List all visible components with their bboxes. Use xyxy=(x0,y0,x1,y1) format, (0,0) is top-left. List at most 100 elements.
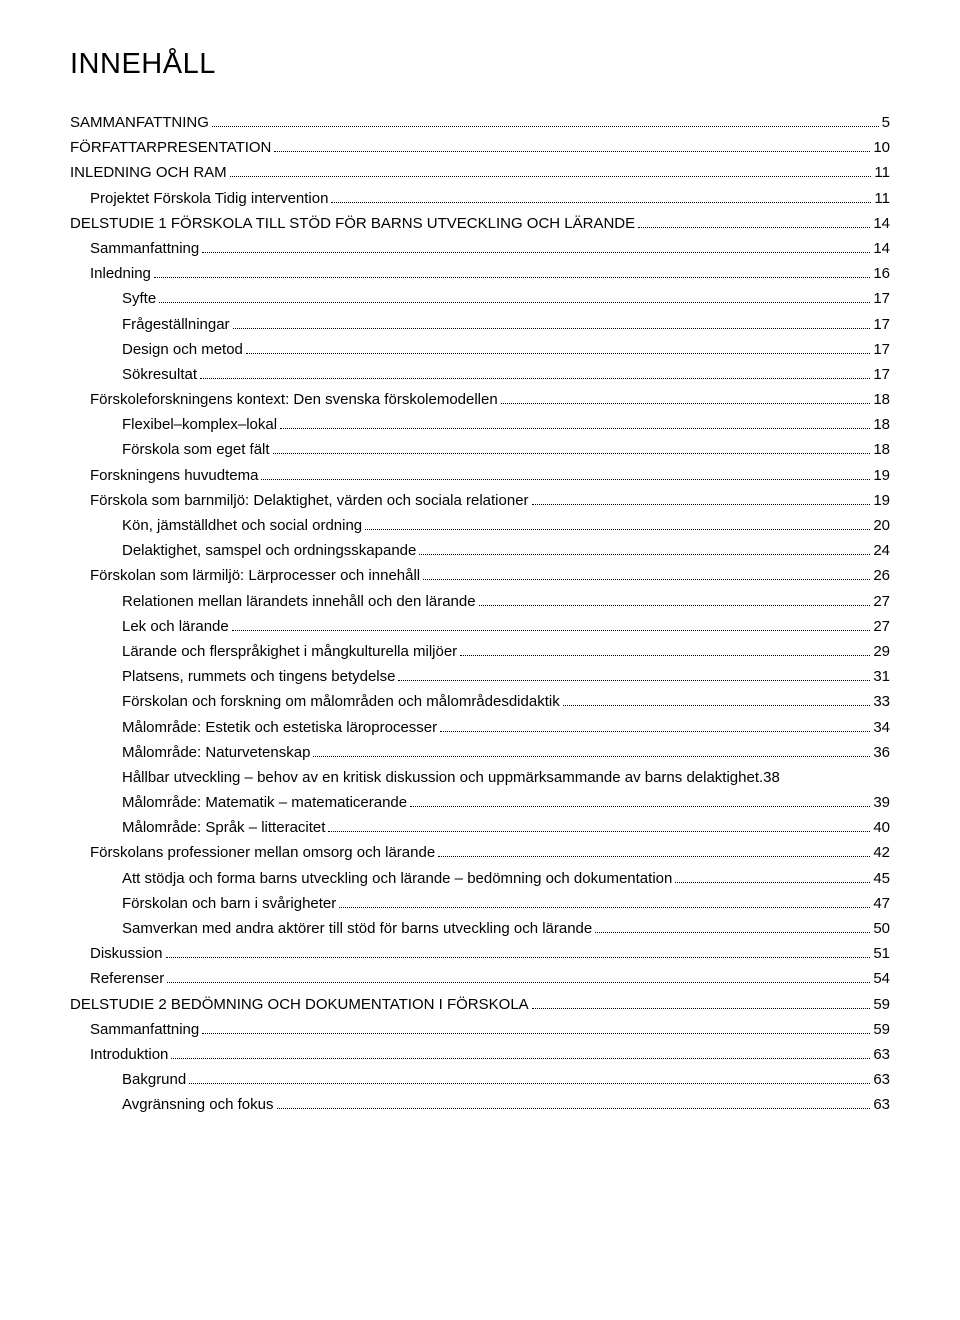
toc-page-number: 42 xyxy=(873,845,890,860)
toc-label: Målområde: Naturvetenskap xyxy=(122,745,310,760)
toc-page-number: 17 xyxy=(873,291,890,306)
toc-label: Sökresultat xyxy=(122,367,197,382)
toc-row: Att stödja och forma barns utveckling oc… xyxy=(70,871,890,886)
toc-dot-leader xyxy=(189,1083,870,1084)
toc-label: Förskolan och barn i svårigheter xyxy=(122,896,336,911)
toc-row: Lek och lärande27 xyxy=(70,619,890,634)
toc-label: Syfte xyxy=(122,291,156,306)
toc-page-number: 17 xyxy=(873,367,890,382)
toc-page-number: 38 xyxy=(763,770,780,785)
toc-dot-leader xyxy=(331,202,871,203)
toc-label: Forskningens huvudtema xyxy=(90,468,258,483)
toc-dot-leader xyxy=(365,529,870,530)
toc-dot-leader xyxy=(166,957,871,958)
toc-row: Syfte 17 xyxy=(70,291,890,306)
toc-page-number: 47 xyxy=(873,896,890,911)
toc-label: Sammanfattning xyxy=(90,241,199,256)
toc-row: Avgränsning och fokus 63 xyxy=(70,1097,890,1112)
toc-label: Förskola som eget fält xyxy=(122,442,270,457)
toc-page-number: 63 xyxy=(873,1072,890,1087)
toc-page-number: 51 xyxy=(873,946,890,961)
toc-dot-leader xyxy=(202,252,870,253)
toc-row: Förskolan som lärmiljö: Lärprocesser och… xyxy=(70,568,890,583)
toc-row: Sammanfattning59 xyxy=(70,1022,890,1037)
toc-label: FÖRFATTARPRESENTATION xyxy=(70,140,271,155)
toc-row: Målområde: Matematik – matematicerande39 xyxy=(70,795,890,810)
toc-dot-leader xyxy=(410,806,870,807)
toc-page-number: 50 xyxy=(873,921,890,936)
toc-page-number: 5 xyxy=(882,115,890,130)
toc-row: Kön, jämställdhet och social ordning20 xyxy=(70,518,890,533)
toc-label: Förskolan som lärmiljö: Lärprocesser och… xyxy=(90,568,420,583)
toc-dot-leader xyxy=(233,328,871,329)
toc-dot-leader xyxy=(440,731,870,732)
toc-label: Design och metod xyxy=(122,342,243,357)
toc-label: Hållbar utveckling – behov av en kritisk… xyxy=(122,770,759,785)
toc-row: Relationen mellan lärandets innehåll och… xyxy=(70,594,890,609)
toc-page-number: 34 xyxy=(873,720,890,735)
toc-dot-leader xyxy=(479,605,871,606)
toc-dot-leader xyxy=(328,831,870,832)
toc-label: INLEDNING OCH RAM xyxy=(70,165,227,180)
toc-page-number: 18 xyxy=(873,392,890,407)
toc-row: Målområde: Estetik och estetiska läropro… xyxy=(70,720,890,735)
toc-dot-leader xyxy=(460,655,870,656)
toc-label: Samverkan med andra aktörer till stöd fö… xyxy=(122,921,592,936)
toc-page-number: 10 xyxy=(873,140,890,155)
toc-dot-leader xyxy=(313,756,870,757)
toc-row: Förskola som eget fält 18 xyxy=(70,442,890,457)
toc-label: Förskolans professioner mellan omsorg oc… xyxy=(90,845,435,860)
toc-page-number: 11 xyxy=(874,191,890,206)
toc-row: Hållbar utveckling – behov av en kritisk… xyxy=(70,770,890,785)
toc-page-number: 11 xyxy=(874,165,890,180)
toc-row: Introduktion63 xyxy=(70,1047,890,1062)
toc-page-number: 63 xyxy=(873,1097,890,1112)
toc-label: Förskolan och forskning om målområden oc… xyxy=(122,694,560,709)
toc-label: Projektet Förskola Tidig intervention xyxy=(90,191,328,206)
toc-label: Kön, jämställdhet och social ordning xyxy=(122,518,362,533)
toc-page-number: 17 xyxy=(873,342,890,357)
toc-label: Lärande och flerspråkighet i mångkulture… xyxy=(122,644,457,659)
toc-dot-leader xyxy=(398,680,870,681)
toc-page-number: 14 xyxy=(873,216,890,231)
toc-page-number: 36 xyxy=(873,745,890,760)
toc-label: Frågeställningar xyxy=(122,317,230,332)
toc-dot-leader xyxy=(212,126,879,127)
toc-label: Diskussion xyxy=(90,946,163,961)
toc-page-number: 31 xyxy=(873,669,890,684)
toc-row: Forskningens huvudtema19 xyxy=(70,468,890,483)
toc-dot-leader xyxy=(438,856,870,857)
toc-page-number: 18 xyxy=(873,417,890,432)
toc-row: Projektet Förskola Tidig intervention 11 xyxy=(70,191,890,206)
toc-dot-leader xyxy=(280,428,870,429)
toc-dot-leader xyxy=(200,378,870,379)
toc-row: Förskolans professioner mellan omsorg oc… xyxy=(70,845,890,860)
toc-label: Platsens, rummets och tingens betydelse xyxy=(122,669,395,684)
toc-page-number: 40 xyxy=(873,820,890,835)
toc-page-number: 18 xyxy=(873,442,890,457)
toc-row: Flexibel–komplex–lokal18 xyxy=(70,417,890,432)
toc-dot-leader xyxy=(277,1108,871,1109)
toc-row: Sökresultat 17 xyxy=(70,367,890,382)
toc-page-number: 54 xyxy=(873,971,890,986)
toc-dot-leader xyxy=(246,353,870,354)
toc-label: Målområde: Matematik – matematicerande xyxy=(122,795,407,810)
toc-page-number: 14 xyxy=(873,241,890,256)
toc-page-number: 16 xyxy=(873,266,890,281)
toc-row: Design och metod 17 xyxy=(70,342,890,357)
toc-label: Målområde: Estetik och estetiska läropro… xyxy=(122,720,437,735)
toc-dot-leader xyxy=(339,907,870,908)
toc-dot-leader xyxy=(563,705,871,706)
toc-label: Referenser xyxy=(90,971,164,986)
toc-row: Förskoleforskningens kontext: Den svensk… xyxy=(70,392,890,407)
toc-dot-leader xyxy=(154,277,870,278)
toc-label: Avgränsning och fokus xyxy=(122,1097,274,1112)
toc-row: SAMMANFATTNING5 xyxy=(70,115,890,130)
toc-row: Målområde: Språk – litteracitet40 xyxy=(70,820,890,835)
toc-dot-leader xyxy=(595,932,870,933)
toc-page-number: 24 xyxy=(873,543,890,558)
toc-page-number: 45 xyxy=(873,871,890,886)
toc-row: Platsens, rummets och tingens betydelse 3… xyxy=(70,669,890,684)
toc-row: Frågeställningar17 xyxy=(70,317,890,332)
toc-label: Sammanfattning xyxy=(90,1022,199,1037)
